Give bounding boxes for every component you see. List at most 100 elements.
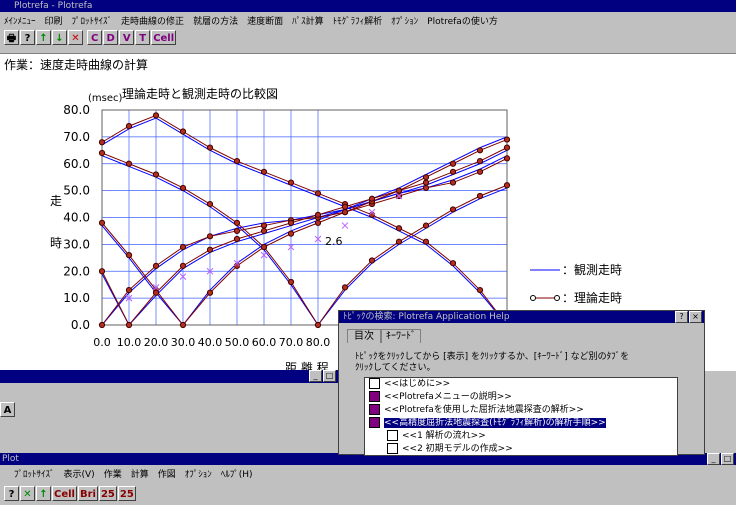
window-title: Plotrefa - Plotrefa: [14, 1, 93, 11]
legend-marker: [554, 295, 560, 301]
point: [125, 294, 133, 302]
topic-label[interactable]: <<Plotrefaメニューの説明>>: [384, 392, 512, 402]
menu-item[interactable]: 表示(V): [63, 470, 95, 480]
point: [368, 195, 376, 202]
up-button[interactable]: ↑: [36, 486, 51, 501]
tool-button[interactable]: 25: [117, 486, 136, 501]
topic-row[interactable]: <<2 初期モデルの作成>>: [365, 443, 677, 455]
delete-button[interactable]: ✕: [68, 30, 83, 45]
point: [422, 174, 430, 181]
help-dialog: ﾄﾋﾟｯｸの検索: Plotrefa Application Help? × 目次…: [338, 310, 705, 456]
topic-icon: [369, 404, 380, 415]
tool-button[interactable]: Bri: [77, 486, 98, 501]
point: [152, 171, 160, 178]
menu-item[interactable]: Plotrefaの使い方: [427, 17, 498, 27]
x-tick-label: 10.0: [117, 336, 142, 349]
up-button[interactable]: ↑: [36, 30, 51, 45]
topic-icon: [369, 378, 380, 389]
tool-button[interactable]: 25: [98, 486, 117, 501]
point: [233, 235, 241, 243]
print-button[interactable]: 🖶: [4, 30, 19, 45]
x-tick-label: 30.0: [171, 336, 196, 349]
topic-label[interactable]: <<はじめに>>: [384, 379, 451, 389]
y-tick-label: 30.0: [63, 237, 90, 251]
point: [476, 286, 484, 294]
tab[interactable]: 目次: [347, 329, 381, 343]
point: [287, 230, 295, 237]
point: [287, 179, 295, 186]
point: [98, 219, 106, 226]
menu-item[interactable]: ﾒｲﾝﾒﾆｭｰ: [4, 17, 36, 27]
topic-row[interactable]: <<Plotrefaを使用した屈折法地震探査の解析>>: [365, 404, 677, 417]
tool-button[interactable]: T: [135, 30, 151, 45]
menu-item[interactable]: ｵﾌﾟｼｮﾝ: [391, 17, 419, 27]
tool-button[interactable]: Cell: [52, 486, 77, 501]
help-button[interactable]: ?: [20, 30, 35, 45]
menu-item[interactable]: 作図: [157, 470, 176, 480]
point: [179, 243, 187, 251]
help-close-button[interactable]: ×: [689, 311, 702, 323]
point: [287, 243, 295, 251]
point: [206, 200, 214, 208]
menu-item[interactable]: 走時曲線の修正: [121, 17, 185, 27]
y-label: 走: [50, 194, 62, 208]
y-tick-label: 10.0: [63, 291, 90, 305]
y-unit: (msec): [88, 93, 123, 104]
topic-row[interactable]: <<高精度屈折法地震探査(ﾄﾓｸﾞﾗﾌｨ解析)の解析手順>>: [365, 417, 677, 430]
menu-item[interactable]: ﾍﾙﾌﾟ(H): [220, 470, 253, 480]
point: [449, 206, 457, 213]
point: [476, 157, 484, 165]
menu-item[interactable]: 速度断面: [247, 17, 284, 27]
menu-item[interactable]: 印刷: [44, 17, 63, 27]
menu-item[interactable]: 計算: [130, 470, 149, 480]
menu-item[interactable]: ﾌﾟﾛｯﾄｻｲｽﾞ: [71, 17, 113, 27]
y-tick-label: 80.0: [63, 103, 90, 117]
point: [314, 211, 322, 218]
point: [449, 160, 457, 167]
menu-item[interactable]: 作業: [103, 470, 122, 480]
point: [206, 233, 214, 240]
down-button[interactable]: ↓: [52, 30, 67, 45]
topic-label[interactable]: <<高精度屈折法地震探査(ﾄﾓｸﾞﾗﾌｨ解析)の解析手順>>: [384, 418, 606, 428]
point: [179, 128, 187, 135]
instruction-line: ｸﾘｯｸしてください。: [355, 363, 436, 373]
point: [314, 321, 322, 329]
topic-label[interactable]: <<Plotrefaを使用した屈折法地震探査の解析>>: [384, 405, 584, 415]
menu-item[interactable]: ﾊﾟｽ計算: [292, 17, 324, 27]
delete-button[interactable]: ✕: [20, 486, 35, 501]
maximize-button[interactable]: □: [323, 370, 336, 382]
menu-item[interactable]: ﾌﾟﾛｯﾄｻｲｽﾞ: [14, 470, 55, 480]
maximize-button[interactable]: □: [721, 453, 734, 465]
tool-button[interactable]: V: [119, 30, 135, 45]
tool-button[interactable]: Cell: [151, 30, 177, 45]
point: [98, 321, 106, 329]
text-button[interactable]: A: [0, 402, 15, 417]
help-button[interactable]: ?: [4, 486, 19, 501]
point: [179, 273, 187, 280]
legend-marker: [530, 295, 536, 301]
tab[interactable]: ｷｰﾜｰﾄﾞ: [381, 329, 421, 343]
topic-row[interactable]: <<Plotrefaメニューの説明>>: [365, 391, 677, 404]
lower-toolbar: A: [0, 402, 16, 417]
minimize-button[interactable]: _: [707, 453, 720, 465]
instruction-line: ﾄﾋﾟｯｸをｸﾘｯｸしてから [表示] をｸﾘｯｸするか、[ｷｰﾜｰﾄﾞ] など…: [355, 352, 630, 362]
toolbar: 🖶? ↑ ↓ ✕ C D V T Cell: [4, 30, 177, 45]
y-tick-label: 20.0: [63, 264, 90, 278]
menu-item[interactable]: 就層の方法: [193, 17, 239, 27]
curve: [101, 147, 508, 326]
topic-label[interactable]: <<1 解析の流れ>>: [402, 431, 486, 441]
topic-row[interactable]: <<はじめに>>: [365, 378, 677, 391]
topic-label[interactable]: <<2 初期モデルの作成>>: [402, 444, 513, 454]
sub-window-bar: _ □: [0, 370, 340, 383]
point: [395, 187, 403, 194]
tool-button[interactable]: D: [103, 30, 119, 45]
tool-button[interactable]: C: [87, 30, 103, 45]
x-tick-label: 60.0: [252, 336, 277, 349]
topic-row[interactable]: <<1 解析の流れ>>: [365, 430, 677, 443]
curve: [101, 155, 508, 326]
minimize-button[interactable]: _: [309, 370, 322, 382]
menu-item[interactable]: ｵﾌﾟｼｮﾝ: [184, 470, 212, 480]
y-tick-label: 60.0: [63, 157, 90, 171]
menu-item[interactable]: ﾄﾓｸﾞﾗﾌｨ解析: [332, 17, 383, 27]
help-q-button[interactable]: ?: [675, 311, 688, 323]
